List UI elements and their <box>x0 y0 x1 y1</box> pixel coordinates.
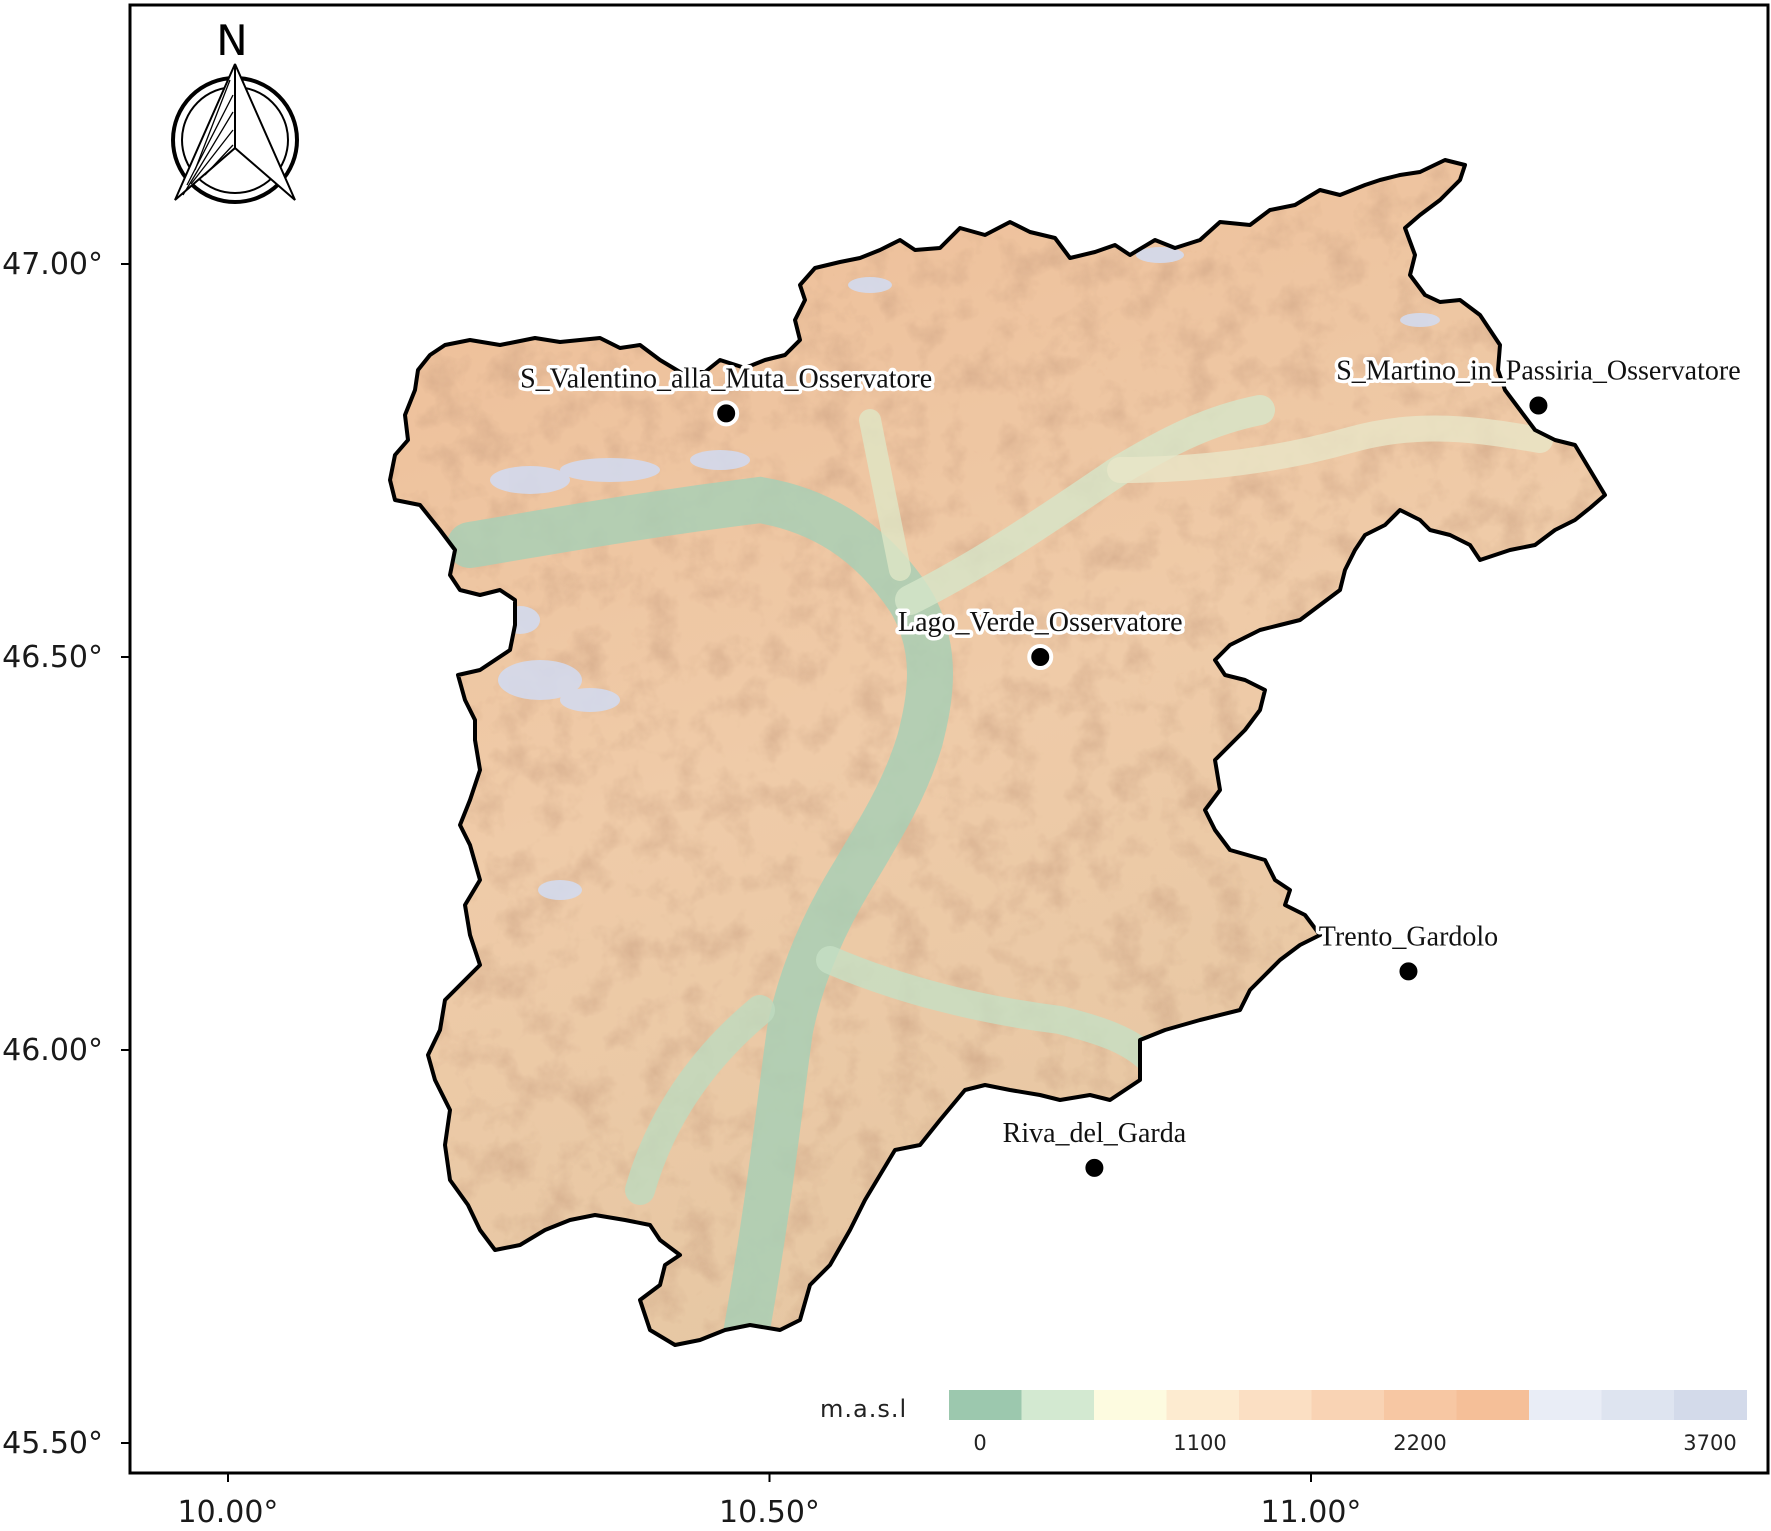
station-dot[interactable] <box>1027 644 1054 670</box>
legend-tick-label: 3700 <box>1683 1431 1736 1455</box>
latitude-axis: 47.00° 46.50° 46.00° 45.50° <box>2 247 130 1461</box>
legend-swatch <box>1384 1390 1457 1420</box>
station-marker[interactable]: S_Valentino_alla_Muta_Osservatore <box>517 360 936 427</box>
y-tick-label: 46.50° <box>2 640 103 675</box>
station-label: Trento_Gardolo <box>1319 921 1498 952</box>
station-dot[interactable] <box>1525 392 1552 419</box>
station-dot[interactable] <box>1081 1154 1108 1181</box>
north-label: N <box>216 16 247 65</box>
sarca-valley <box>625 995 775 1205</box>
station-dot[interactable] <box>713 400 740 427</box>
longitude-axis: 10.00°10.50°11.00°11.50°12.00°12.50° <box>178 1473 1362 1530</box>
north-arrow-icon: N <box>171 16 299 204</box>
station-marker[interactable]: Riva_del_Garda <box>999 1114 1190 1181</box>
stations-layer: S_Valentino_alla_Muta_Osservatore S_Marti… <box>517 352 1744 1181</box>
legend-tick-label: 0 <box>973 1431 986 1455</box>
trentino-alto-adige-boundary <box>388 158 1607 1347</box>
legend-title: m.a.s.l <box>820 1395 907 1423</box>
y-tick-label: 45.50° <box>2 1426 103 1461</box>
legend-swatch <box>1456 1390 1530 1420</box>
pusteria-valley <box>1107 415 1553 483</box>
station-dot[interactable] <box>1395 958 1422 985</box>
legend-swatch <box>1529 1390 1602 1420</box>
legend-swatch <box>949 1390 1022 1420</box>
station-marker[interactable]: Trento_Gardolo <box>1315 918 1502 985</box>
station-marker[interactable]: Lago_Verde_Osservatore <box>894 604 1186 670</box>
legend-tick-label: 1100 <box>1173 1431 1226 1455</box>
legend-swatch <box>1166 1390 1240 1420</box>
valsugana-valley <box>816 946 1164 1074</box>
x-tick-label: 11.00° <box>1261 1495 1362 1530</box>
legend-swatch <box>1021 1390 1095 1420</box>
legend-tick-label: 2200 <box>1393 1431 1446 1455</box>
legend-color-bar <box>949 1390 1747 1420</box>
elevation-legend: m.a.s.l 0 1100 2200 3700 <box>820 1390 1747 1455</box>
station-marker[interactable]: S_Martino_in_Passiria_Osservatore <box>1333 352 1744 419</box>
legend-tick-labels: 0 1100 2200 3700 <box>973 1431 1736 1455</box>
station-label: S_Martino_in_Passiria_Osservatore <box>1336 355 1740 386</box>
adige-valley <box>447 476 953 1345</box>
glaciers <box>490 247 1440 900</box>
legend-swatch <box>1601 1390 1675 1420</box>
station-label: S_Valentino_alla_Muta_Osservatore <box>520 363 932 394</box>
legend-swatch <box>1311 1390 1385 1420</box>
x-tick-label: 10.50° <box>719 1495 820 1530</box>
station-label: Lago_Verde_Osservatore <box>898 607 1183 638</box>
passiria-valley <box>859 409 911 581</box>
legend-swatch <box>1094 1390 1167 1420</box>
station-label: Riva_del_Garda <box>1003 1118 1187 1149</box>
legend-swatch <box>1239 1390 1312 1420</box>
legend-swatch <box>1674 1390 1747 1420</box>
y-tick-label: 46.00° <box>2 1033 103 1068</box>
x-tick-label: 10.00° <box>178 1495 279 1530</box>
y-tick-label: 47.00° <box>2 247 103 282</box>
